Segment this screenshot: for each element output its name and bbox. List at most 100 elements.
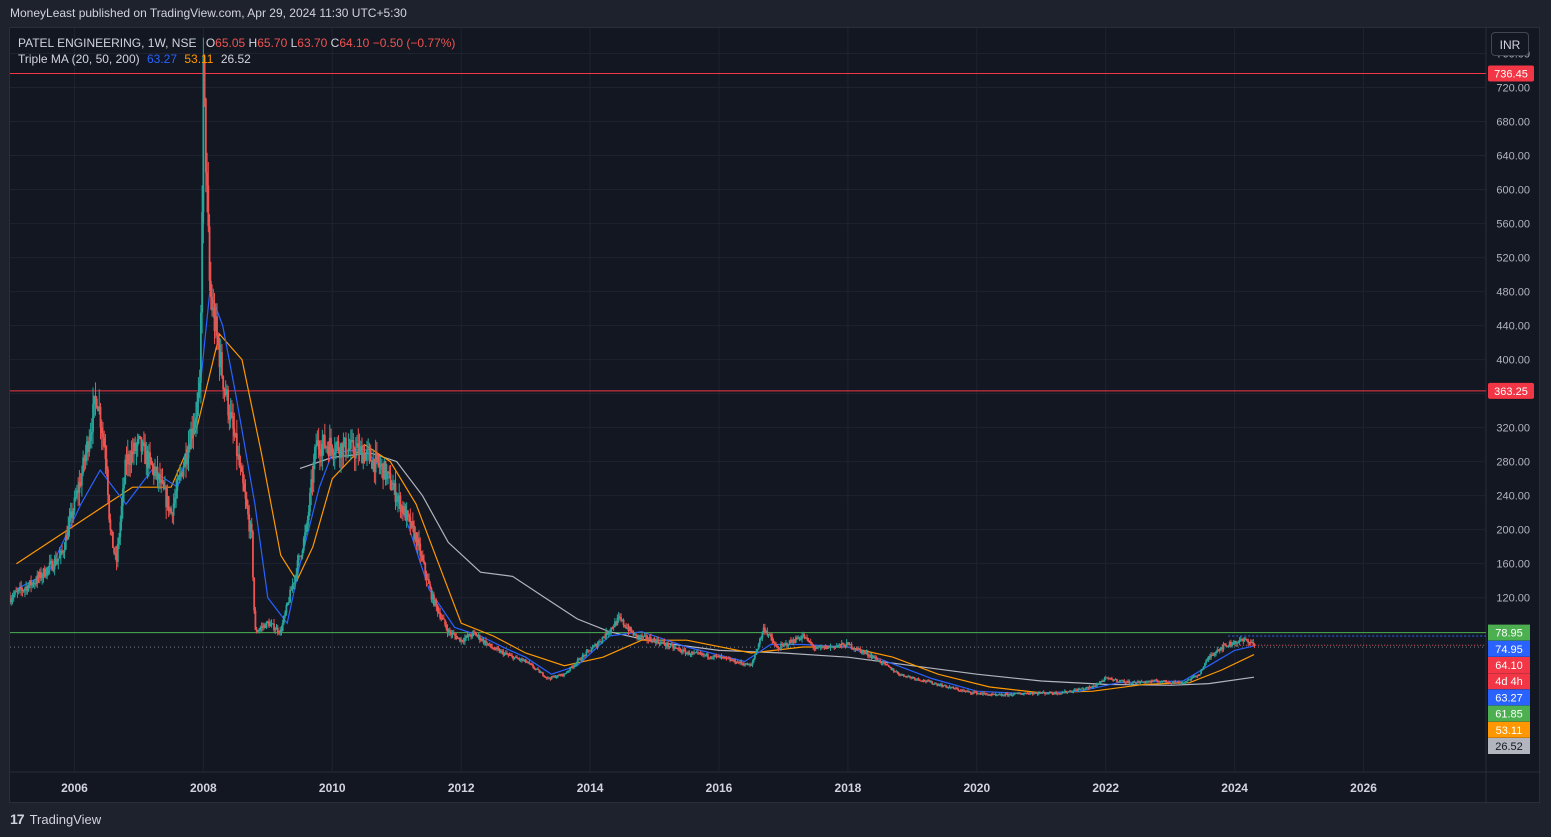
horizontal-levels: [10, 73, 1486, 648]
candle-body: [1026, 693, 1029, 695]
candle-body: [781, 644, 784, 646]
candle-body: [387, 471, 389, 473]
candle-body: [1163, 680, 1165, 682]
candle-body: [1217, 649, 1220, 651]
candle-body: [627, 627, 630, 631]
candle-body: [783, 643, 786, 645]
candle-body: [1027, 693, 1030, 695]
candle-body: [48, 562, 51, 568]
candle-body: [92, 403, 94, 432]
candle-body: [677, 648, 679, 650]
candle-body: [1133, 681, 1136, 683]
candle-body: [145, 450, 148, 464]
candle-body: [362, 452, 365, 464]
candle-body: [787, 644, 790, 646]
candle-body: [1252, 642, 1255, 644]
candle-body: [283, 616, 285, 624]
candle-body: [514, 656, 517, 658]
candle-body: [911, 677, 914, 679]
candle-body: [824, 645, 827, 649]
candle-body: [128, 454, 130, 465]
time-axis[interactable]: 2006 2008 2010 2012 2014 2016 2018 2020 2022 2024…: [61, 781, 1377, 795]
candle-body: [378, 462, 381, 467]
footer: 17 TradingView: [10, 811, 101, 827]
candle-body: [38, 571, 41, 578]
candle-body: [151, 464, 154, 467]
chart-pane[interactable]: 760.00720.00680.00640.00600.00560.00520.…: [9, 27, 1541, 804]
candle-body: [519, 658, 522, 660]
candle-body: [426, 579, 429, 581]
candle-body: [98, 406, 101, 412]
price-axis[interactable]: 760.00720.00680.00640.00600.00560.00520.…: [1496, 49, 1530, 605]
candle-body: [901, 674, 904, 676]
candle-body: [1149, 681, 1152, 683]
candle-body: [689, 654, 692, 656]
indicator-name[interactable]: Triple MA (20, 50, 200): [18, 52, 140, 66]
candle-body: [618, 616, 621, 618]
candle-body: [518, 658, 521, 660]
candle-body: [582, 654, 585, 656]
candle-body: [354, 447, 357, 459]
candle-body: [817, 646, 820, 648]
candle-body: [766, 631, 769, 635]
candle-body: [248, 514, 251, 532]
candle-body: [1101, 680, 1103, 682]
chart-canvas[interactable]: 760.00720.00680.00640.00600.00560.00520.…: [10, 28, 1541, 804]
price-label-text: 4d 4h: [1495, 676, 1523, 688]
candle-body: [889, 666, 891, 668]
candle-body: [1060, 693, 1062, 695]
candle-body: [301, 550, 304, 556]
candle-body: [465, 635, 468, 639]
candle-body: [922, 679, 925, 682]
candle-body: [71, 511, 73, 519]
candle-body: [1076, 689, 1079, 691]
candle-body: [330, 437, 332, 446]
candle-body: [845, 642, 848, 647]
candle-body: [166, 496, 169, 508]
candle-body: [167, 496, 170, 512]
candle-body: [794, 637, 797, 643]
candle-body: [746, 663, 749, 666]
candle-body: [290, 589, 293, 591]
candle-body: [1018, 693, 1020, 695]
candle-body: [198, 382, 201, 393]
candle-body: [87, 441, 89, 452]
candle-body: [859, 648, 862, 651]
candle-body: [455, 635, 458, 639]
y-tick-label: 560.00: [1496, 219, 1530, 231]
candle-body: [171, 512, 174, 516]
candle-body: [124, 459, 127, 484]
candle-body: [302, 538, 305, 551]
candle-body: [93, 395, 96, 404]
candle-body: [41, 576, 44, 579]
candle-body: [875, 657, 878, 660]
price-label-text: 363.25: [1494, 386, 1528, 398]
candle-body: [441, 618, 444, 620]
currency-button[interactable]: INR: [1491, 32, 1529, 56]
candle-body: [967, 690, 970, 692]
candle-body: [969, 691, 972, 694]
candle-body: [999, 694, 1002, 696]
candle-body: [807, 638, 810, 642]
candle-body: [620, 617, 622, 621]
symbol-name[interactable]: PATEL ENGINEERING, 1W, NSE: [18, 36, 197, 50]
candle-body: [177, 477, 180, 480]
candle-body: [937, 684, 940, 686]
candle-body: [295, 575, 298, 577]
tradingview-logo-text[interactable]: TradingView: [29, 811, 102, 827]
candle-body: [1025, 693, 1028, 695]
candle-body: [30, 580, 32, 586]
candle-body: [1185, 680, 1188, 683]
candle-body: [289, 589, 292, 603]
candle-body: [1221, 647, 1224, 650]
candle-body: [428, 579, 430, 585]
candle-body: [421, 555, 424, 561]
candle-body: [788, 640, 791, 645]
candle-body: [258, 629, 261, 631]
candle-body: [980, 693, 983, 695]
candle-body: [708, 657, 710, 659]
candle-body: [775, 644, 777, 646]
candle-body: [1206, 659, 1209, 661]
candle-body: [553, 676, 556, 678]
candle-body: [1078, 688, 1081, 690]
